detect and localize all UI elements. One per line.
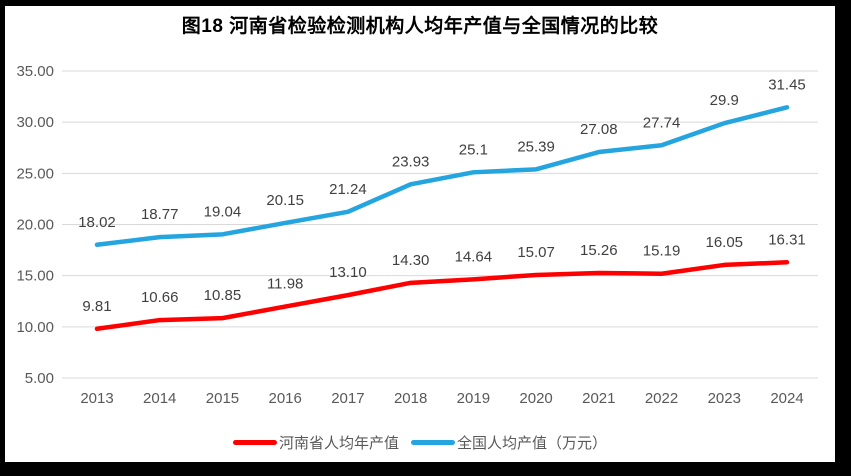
data-label: 11.98: [267, 276, 303, 293]
x-axis-tick-label: 2018: [394, 390, 427, 407]
data-label: 14.64: [455, 248, 493, 265]
data-label: 31.45: [768, 76, 806, 93]
legend-item-henan: 河南省人均年产值: [232, 432, 399, 453]
data-label: 9.81: [82, 298, 111, 315]
x-axis-tick-label: 2013: [80, 390, 113, 407]
data-label: 13.10: [329, 264, 367, 281]
legend-label-henan: 河南省人均年产值: [278, 435, 399, 452]
series-line: [94, 105, 790, 248]
data-label: 21.24: [329, 181, 367, 198]
y-axis-tick-label: 15.00: [16, 268, 54, 285]
legend-item-national: 全国人均产值（万元）: [411, 432, 607, 453]
data-label: 23.93: [392, 153, 430, 170]
y-axis-tick-label: 10.00: [16, 319, 54, 336]
y-axis-tick-label: 20.00: [16, 217, 54, 234]
x-axis-tick-label: 2016: [268, 390, 301, 407]
x-axis-tick-label: 2021: [582, 390, 615, 407]
data-label: 25.1: [459, 141, 488, 158]
data-label: 27.08: [580, 121, 618, 138]
data-label: 16.31: [768, 231, 806, 248]
legend-swatch-national-blue-line-icon: [411, 440, 455, 445]
data-label: 18.02: [78, 214, 116, 231]
x-axis-tick-label: 2023: [708, 390, 741, 407]
x-axis-tick-label: 2015: [206, 390, 239, 407]
chart-title: 图18 河南省检验检测机构人均年产值与全国情况的比较: [181, 16, 659, 37]
legend-label-national: 全国人均产值（万元）: [457, 435, 608, 452]
y-axis-tick-label: 25.00: [16, 165, 54, 182]
y-axis-tick-label: 5.00: [25, 370, 54, 387]
data-label: 20.15: [266, 192, 304, 209]
x-axis-tick-label: 2022: [645, 390, 678, 407]
x-axis-tick-label: 2019: [457, 390, 490, 407]
chart-canvas: 图18 河南省检验检测机构人均年产值与全国情况的比较 35.00 30.00 25.…: [5, 6, 835, 462]
x-axis-tick-label: 2024: [770, 390, 803, 407]
legend-swatch-henan-red-line-icon: [232, 440, 277, 445]
x-axis-tick-label: 2014: [143, 390, 176, 407]
data-label: 10.85: [204, 287, 242, 304]
x-axis-tick-label: 2017: [331, 390, 364, 407]
x-axis-tick-label: 2020: [519, 390, 552, 407]
data-label: 14.30: [392, 252, 430, 269]
chart-svg: 35.00 30.00 25.00 20.00 15.00 10.00 5.00 2013 20…: [16, 63, 818, 407]
chart-legend: 河南省人均年产值 全国人均产值（万元）: [5, 432, 835, 453]
data-label: 27.74: [643, 114, 681, 131]
data-label: 10.66: [141, 289, 179, 306]
data-label: 19.04: [204, 203, 242, 220]
data-label: 15.19: [643, 243, 681, 260]
data-label: 25.39: [517, 138, 555, 155]
data-label: 18.77: [141, 206, 179, 223]
data-label: 15.26: [580, 242, 618, 259]
series-line: [94, 260, 790, 332]
data-label: 16.05: [705, 234, 743, 251]
y-axis-tick-label: 35.00: [16, 63, 54, 80]
y-axis-tick-label: 30.00: [16, 114, 54, 131]
data-label: 29.9: [710, 92, 739, 109]
data-label: 15.07: [517, 244, 555, 261]
